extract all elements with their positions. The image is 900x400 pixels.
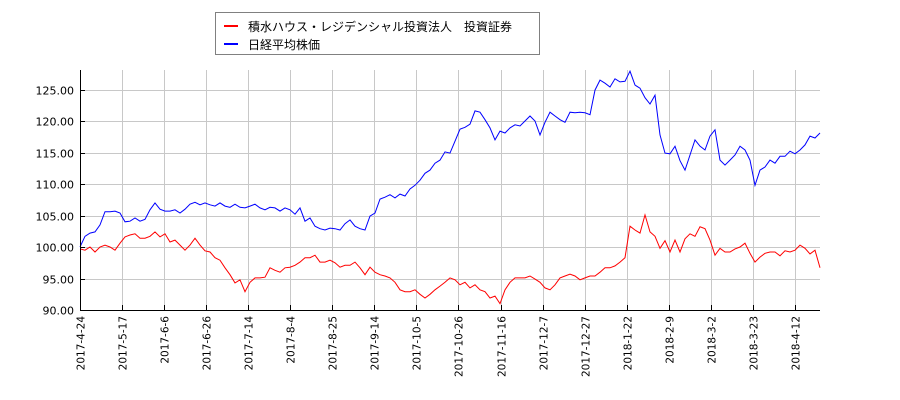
y-tick-label: 100.00 <box>36 242 75 255</box>
x-tick-label: 2018-4-12 <box>791 316 803 370</box>
legend-item-nikkei: 日経平均株価 <box>224 36 320 52</box>
series-line-nikkei <box>79 69 821 248</box>
axes <box>80 70 820 311</box>
x-tick-label: 2017-8-25 <box>328 316 340 370</box>
x-tick-label: 2017-12-7 <box>539 316 551 370</box>
x-tick-label: 2017-5-17 <box>118 316 130 370</box>
x-tick-label: 2017-6-26 <box>202 316 214 371</box>
chart-legend: 積水ハウス・レジデンシャル投資法人 投資証券 日経平均株価 <box>215 12 540 55</box>
x-tick-label: 2017-12-27 <box>581 316 593 377</box>
x-tick-label: 2017-8-4 <box>286 316 298 364</box>
y-tick-label: 120.00 <box>36 116 75 129</box>
x-tick-label: 2018-3-2 <box>707 316 719 364</box>
x-tick-label: 2017-10-5 <box>412 316 424 370</box>
x-tick-label: 2017-6-6 <box>160 316 172 364</box>
legend-swatch-red <box>224 25 238 27</box>
y-axis-ticks: 90.00 95.00 100.00 105.00 110.00 115.00 120.00… <box>36 85 75 318</box>
y-tick-label: 125.00 <box>36 85 75 98</box>
legend-label: 日経平均株価 <box>248 37 321 52</box>
series-line-sekisui <box>79 213 821 305</box>
grid-lines <box>80 70 820 310</box>
x-axis-ticks: 2017-4-24 2017-5-17 2017-6-6 2017-6-26 2017-… <box>76 316 803 377</box>
series-layer <box>79 69 821 305</box>
x-tick-label: 2017-4-24 <box>76 316 88 371</box>
y-tick-label: 105.00 <box>36 211 75 224</box>
x-tick-label: 2018-2-9 <box>665 316 677 364</box>
y-tick-label: 90.00 <box>43 305 75 318</box>
x-tick-label: 2017-7-14 <box>244 316 256 371</box>
legend-item-sekisui: 積水ハウス・レジデンシャル投資法人 投資証券 <box>224 18 512 34</box>
y-tick-label: 115.00 <box>36 148 75 161</box>
x-tick-label: 2017-11-16 <box>497 316 509 377</box>
x-tick-label: 2017-9-14 <box>370 316 382 371</box>
x-tick-label: 2017-10-26 <box>454 316 466 377</box>
legend-label: 積水ハウス・レジデンシャル投資法人 投資証券 <box>248 19 513 34</box>
y-tick-label: 95.00 <box>43 274 75 287</box>
x-tick-label: 2018-3-23 <box>749 316 761 370</box>
y-tick-label: 110.00 <box>36 179 75 192</box>
x-tick-label: 2018-1-22 <box>623 316 635 370</box>
legend-swatch-blue <box>224 43 238 45</box>
